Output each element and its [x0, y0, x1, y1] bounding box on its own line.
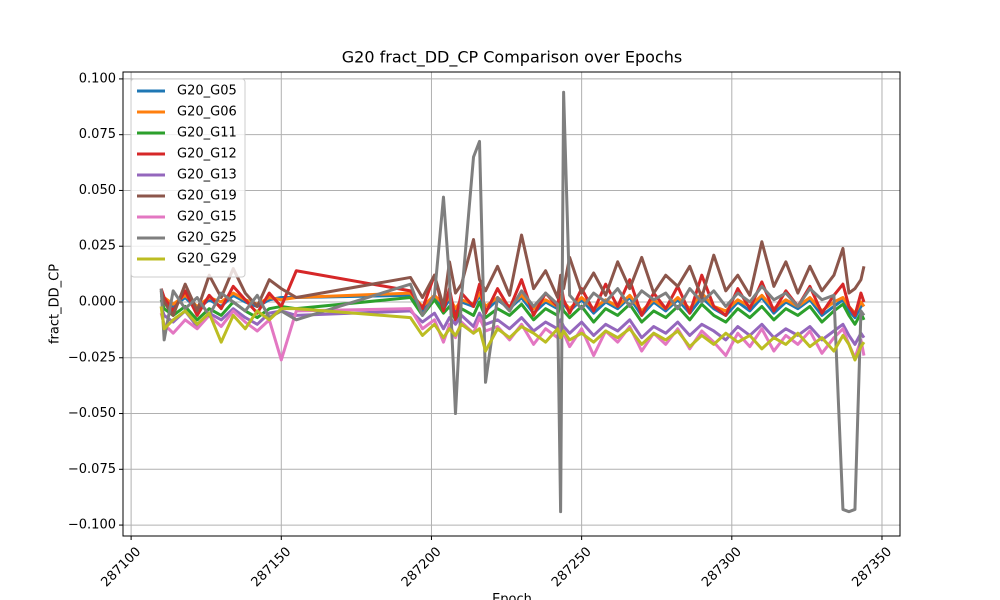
y-tick-label: 0.100: [79, 71, 116, 86]
legend-label: G20_G15: [177, 210, 237, 225]
y-tick-label: 0.000: [79, 294, 116, 309]
y-tick-label: −0.025: [68, 350, 116, 365]
chart-title: G20 fract_DD_CP Comparison over Epochs: [342, 48, 682, 68]
series-line: [159, 233, 866, 317]
legend-box: [130, 78, 246, 278]
legend-label: G20_G19: [177, 189, 237, 204]
y-tick-label: 0.025: [79, 239, 116, 254]
legend-label: G20_G05: [177, 84, 237, 99]
y-tick-label: 0.075: [79, 127, 116, 142]
legend-label: G20_G13: [177, 168, 237, 183]
legend-label: G20_G12: [177, 147, 237, 162]
y-tick-label: −0.100: [68, 518, 116, 533]
legend-label: G20_G06: [177, 105, 237, 120]
y-tick-label: −0.075: [68, 462, 116, 477]
legend-label: G20_G11: [177, 126, 237, 141]
x-axis-label: Epoch: [492, 592, 532, 600]
legend-label: G20_G29: [177, 252, 237, 267]
plot-frame: [122, 71, 901, 537]
y-axis-label: fract_DD_CP: [48, 264, 63, 344]
series-line: [159, 90, 866, 514]
series-line: [159, 306, 866, 362]
legend-label: G20_G25: [177, 231, 237, 246]
y-tick-label: −0.050: [68, 406, 116, 421]
y-tick-label: 0.050: [79, 183, 116, 198]
